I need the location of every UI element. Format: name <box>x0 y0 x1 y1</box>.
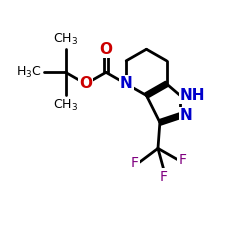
Text: CH$_3$: CH$_3$ <box>53 32 78 47</box>
Text: O: O <box>79 76 92 92</box>
Text: CH$_3$: CH$_3$ <box>53 98 78 113</box>
Text: F: F <box>160 170 168 183</box>
Text: NH: NH <box>180 88 206 103</box>
Text: N: N <box>180 108 193 123</box>
Text: F: F <box>131 156 139 170</box>
Text: N: N <box>120 76 132 92</box>
Text: F: F <box>178 153 186 167</box>
Text: H$_3$C: H$_3$C <box>16 65 42 80</box>
Text: O: O <box>100 42 112 57</box>
